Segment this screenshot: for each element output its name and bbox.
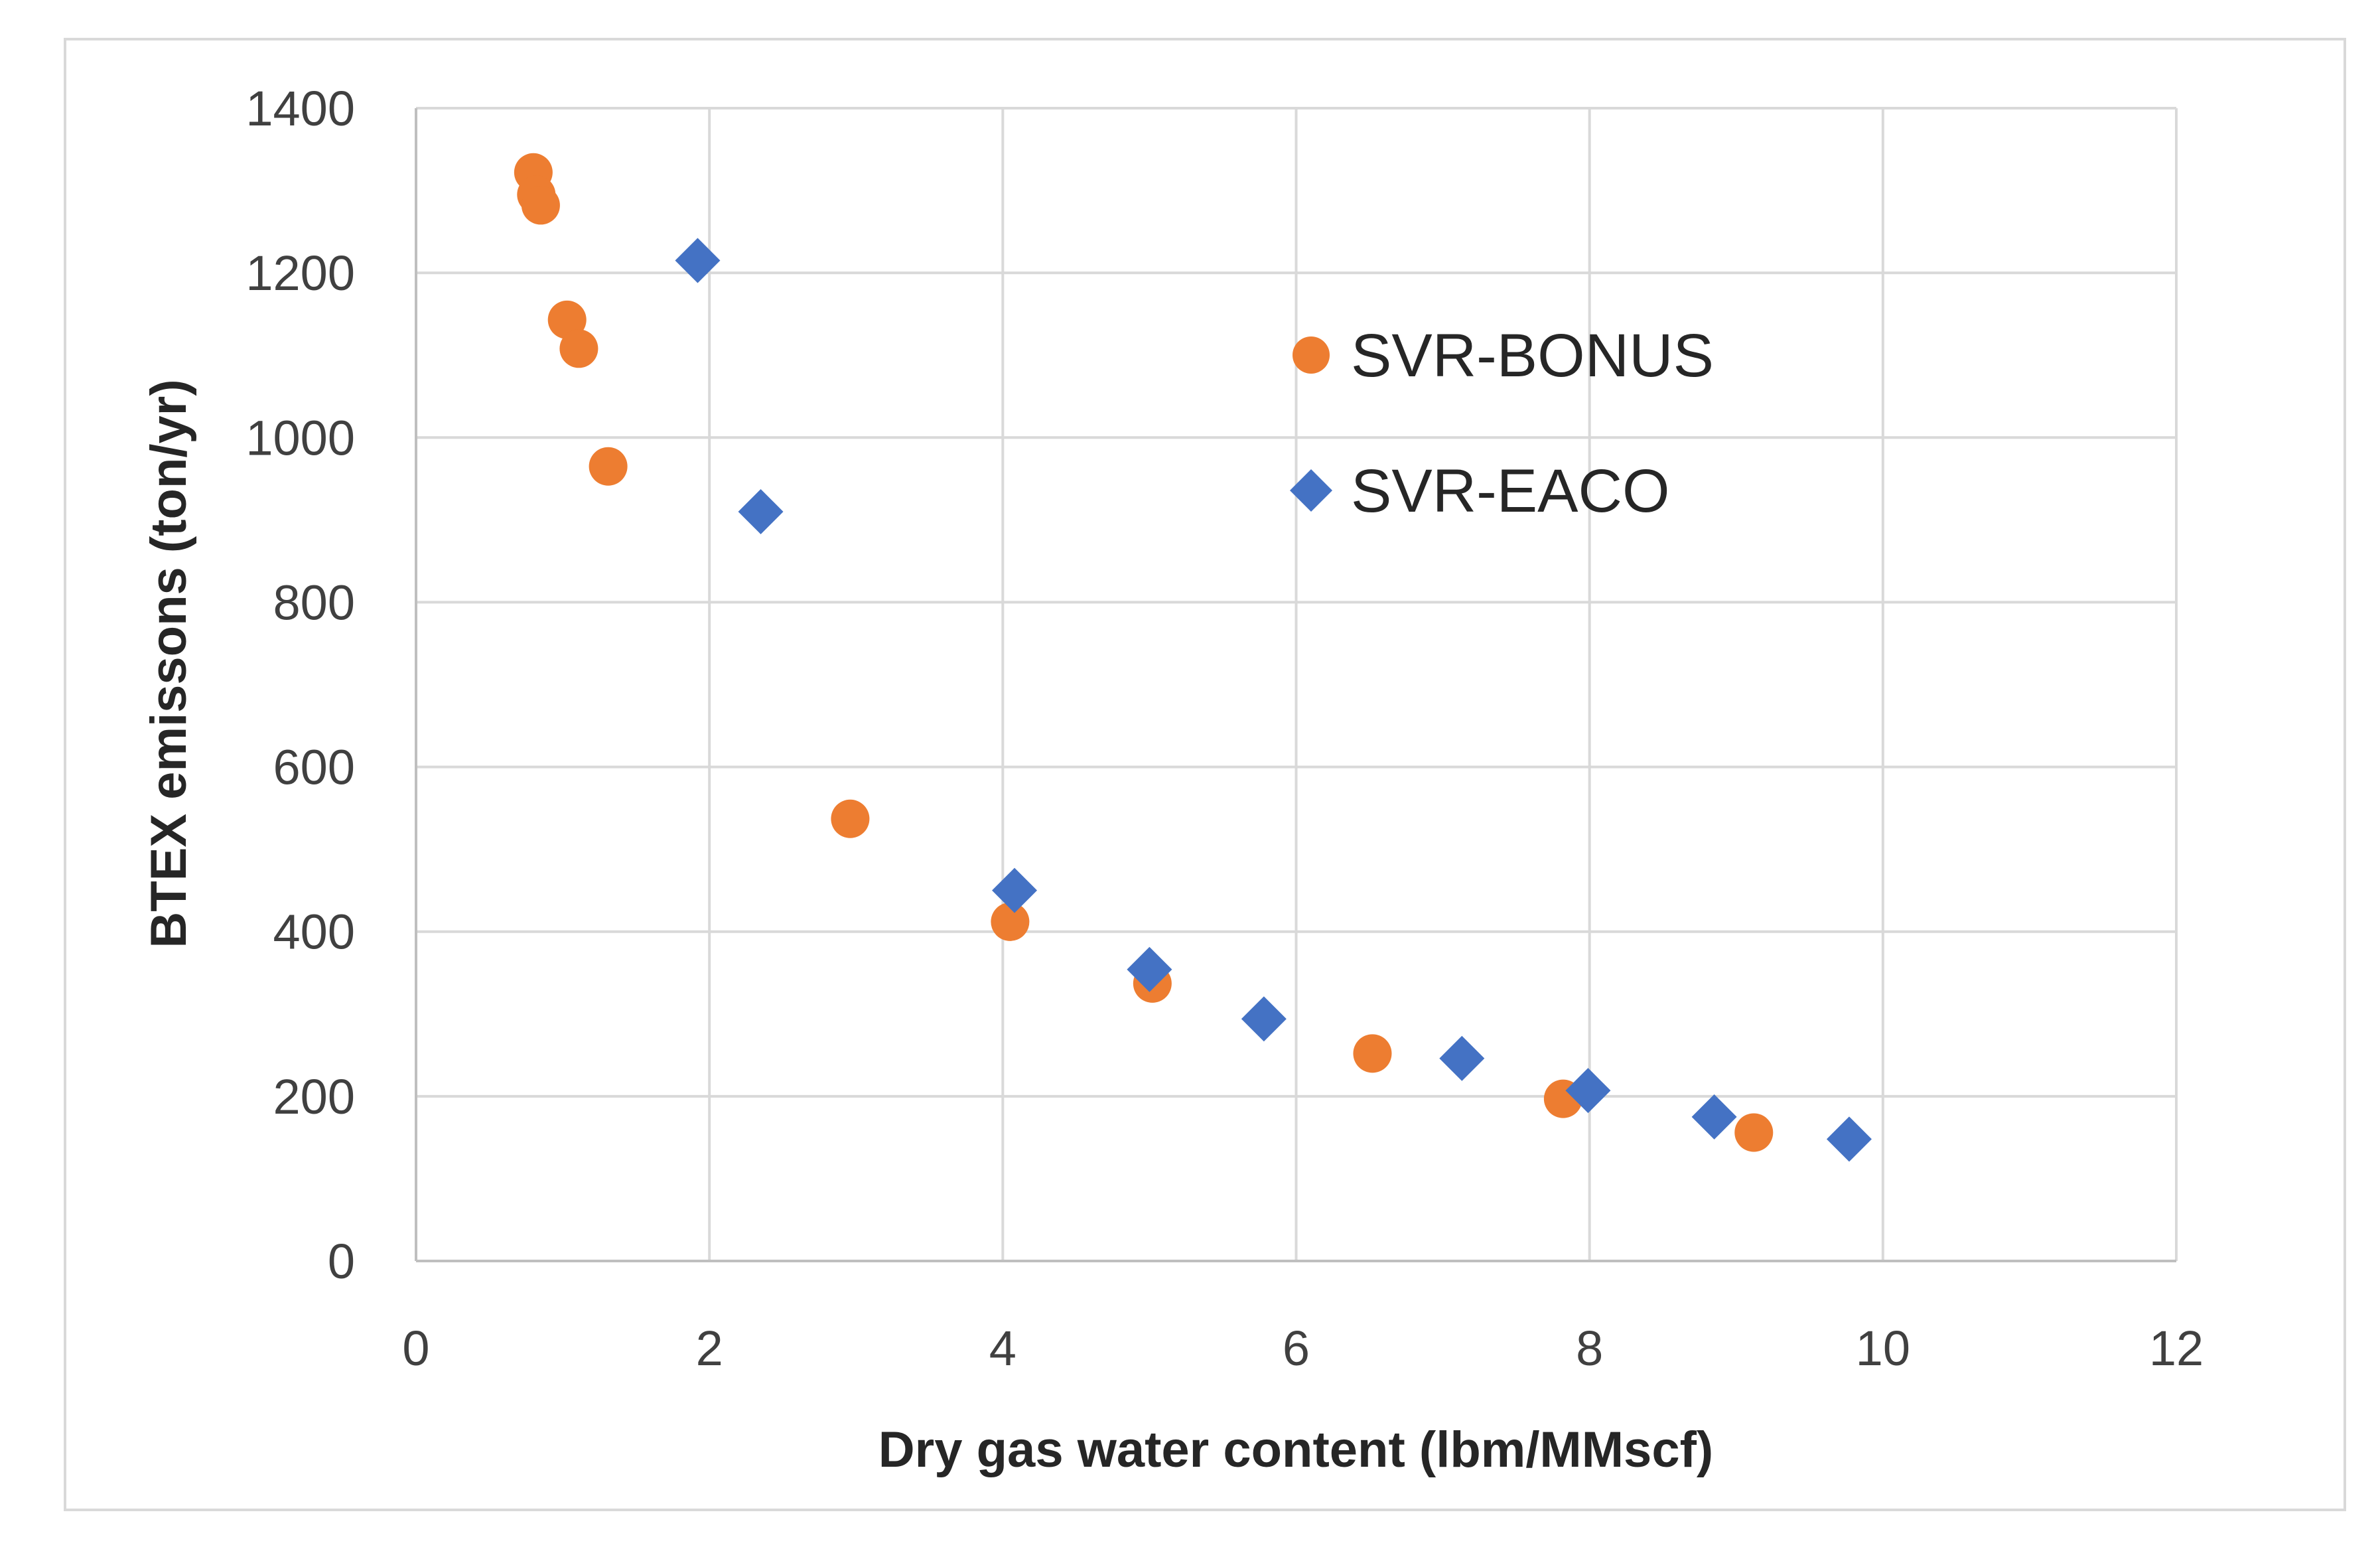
data-point-svr-eaco <box>1565 1068 1611 1114</box>
x-axis-title: Dry gas water content (lbm/MMscf) <box>878 1422 1713 1478</box>
x-tick-label: 10 <box>1856 1321 1910 1376</box>
legend-marker-svr-bonus <box>1293 336 1330 374</box>
y-axis-title: BTEX emissons (ton/yr) <box>141 379 197 948</box>
x-tick-label: 12 <box>2149 1321 2204 1376</box>
data-point-svr-bonus <box>831 799 870 838</box>
data-point-svr-bonus <box>559 329 598 368</box>
y-tick-label: 1200 <box>245 246 355 301</box>
data-point-svr-bonus <box>1353 1034 1392 1073</box>
y-tick-label: 600 <box>273 740 355 795</box>
y-tick-label: 800 <box>273 575 355 630</box>
x-tick-label: 2 <box>696 1321 723 1376</box>
y-tick-label: 1000 <box>245 410 355 465</box>
data-point-svr-eaco <box>1127 946 1172 992</box>
data-point-svr-eaco <box>1691 1094 1737 1140</box>
data-point-svr-eaco <box>1826 1116 1872 1162</box>
x-tick-label: 8 <box>1576 1321 1603 1376</box>
data-point-svr-bonus <box>1734 1113 1774 1152</box>
data-point-svr-eaco <box>675 238 721 283</box>
chart-frame <box>64 38 2346 1511</box>
y-tick-label: 0 <box>328 1234 355 1289</box>
axes <box>415 108 2176 1262</box>
x-tick-label: 0 <box>402 1321 429 1376</box>
legend-label-svr-eaco: SVR-EACO <box>1351 457 1670 525</box>
data-point-svr-eaco <box>738 488 784 534</box>
legend: SVR-BONUS SVR-EACO <box>1290 322 1714 525</box>
data-point-svr-bonus <box>589 447 628 486</box>
data-point-svr-bonus <box>547 300 587 339</box>
y-tick-labels: 0 200 400 600 800 1000 1200 1400 <box>245 81 355 1289</box>
y-tick-label: 400 <box>273 905 355 960</box>
gridlines <box>416 107 2178 1261</box>
x-tick-label: 6 <box>1283 1321 1310 1376</box>
legend-marker-svr-eaco <box>1290 469 1332 512</box>
x-tick-label: 4 <box>989 1321 1016 1376</box>
data-point-svr-eaco <box>1439 1035 1485 1081</box>
data-point-svr-bonus <box>521 186 560 225</box>
data-point-svr-bonus <box>991 902 1030 941</box>
data-point-svr-eaco <box>1241 996 1287 1042</box>
legend-label-svr-bonus: SVR-BONUS <box>1351 322 1714 390</box>
data-point-svr-eaco <box>992 867 1038 913</box>
y-tick-label: 200 <box>273 1069 355 1124</box>
data-points <box>514 153 1872 1162</box>
y-tick-label: 1400 <box>245 81 355 136</box>
x-tick-labels: 0 2 4 6 8 10 12 <box>402 1321 2204 1376</box>
